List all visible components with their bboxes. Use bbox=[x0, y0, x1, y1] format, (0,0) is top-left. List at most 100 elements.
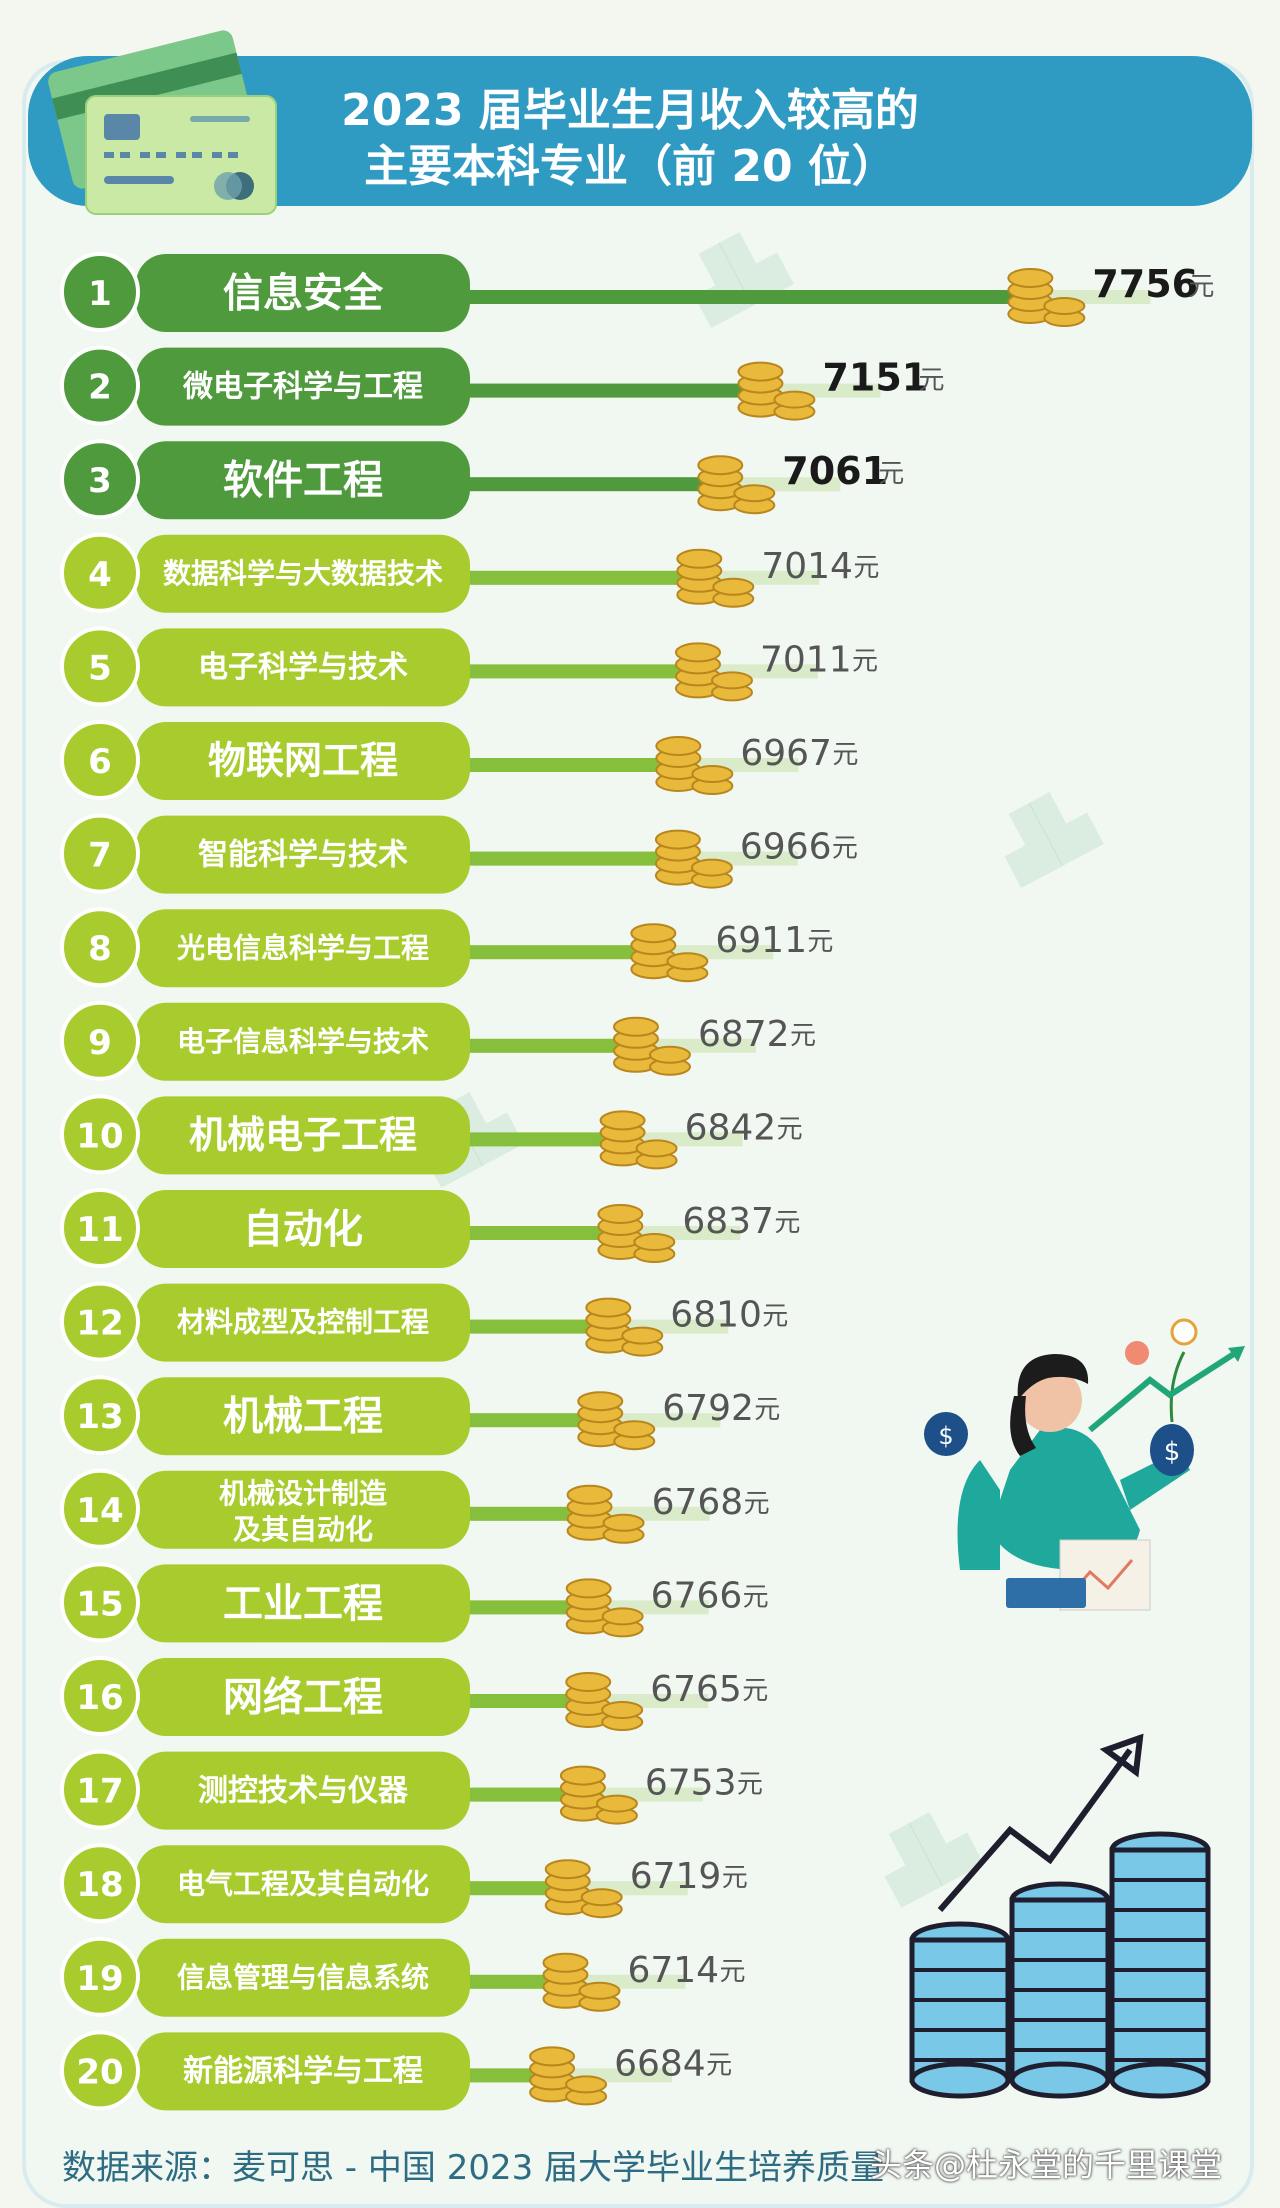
category-pill bbox=[136, 1096, 470, 1175]
rank-badge bbox=[60, 813, 140, 894]
value-unit: 元 bbox=[744, 1489, 770, 1519]
value-label: 7756 bbox=[1092, 262, 1198, 306]
category-pill bbox=[136, 441, 470, 520]
value-label: 6911 bbox=[715, 920, 807, 961]
bar-row: 19 信息管理与信息系统 6714 元 bbox=[60, 1936, 745, 2017]
data-source-note: 数据来源：麦可思 - 中国 2023 届大学毕业生培养质量 bbox=[62, 2148, 885, 2188]
bar bbox=[460, 570, 700, 585]
category-label: 软件工程 bbox=[223, 458, 383, 504]
rank-number: 4 bbox=[88, 555, 112, 595]
value-unit: 元 bbox=[807, 927, 833, 957]
category-label: 机械工程 bbox=[223, 1394, 383, 1440]
coin-stack-icon bbox=[676, 548, 755, 608]
category-pill bbox=[136, 1283, 470, 1362]
coin-stacks-growth-icon bbox=[909, 1733, 1211, 2099]
value-unit: 元 bbox=[719, 1957, 745, 1987]
bar bbox=[460, 290, 1031, 304]
rank-badge bbox=[60, 1936, 140, 2017]
category-label: 机械电子工程 bbox=[189, 1113, 417, 1157]
rank-badge bbox=[60, 720, 140, 800]
category-label: 微电子科学与工程 bbox=[182, 369, 423, 404]
coin-stack-icon bbox=[1007, 268, 1086, 327]
coin-stack-icon bbox=[577, 1391, 656, 1451]
bar-row: 11 自动化 6837 元 bbox=[60, 1188, 800, 1268]
category-label: 机械设计制造 bbox=[219, 1477, 387, 1510]
category-label: 工业工程 bbox=[223, 1581, 383, 1627]
bar-row: 13 机械工程 6792 元 bbox=[60, 1375, 780, 1456]
bar-row: 7 智能科学与技术 6966 元 bbox=[60, 813, 858, 894]
category-label: 智能科学与技术 bbox=[198, 837, 408, 872]
category-pill bbox=[136, 534, 470, 613]
bar bbox=[460, 1600, 589, 1615]
bar bbox=[460, 1881, 568, 1896]
value-label: 6714 bbox=[627, 1950, 719, 1991]
category-pill bbox=[136, 628, 470, 707]
bar bbox=[460, 1974, 566, 1989]
bar bbox=[460, 945, 654, 960]
bar bbox=[460, 664, 698, 679]
value-label: 6842 bbox=[685, 1107, 777, 1148]
value-label: 6753 bbox=[645, 1763, 737, 1804]
value-label: 7014 bbox=[761, 546, 853, 587]
value-label: 6966 bbox=[740, 827, 832, 868]
rank-badge bbox=[60, 1094, 140, 1175]
value-unit: 元 bbox=[743, 1582, 769, 1612]
rank-badge bbox=[60, 1468, 140, 1549]
value-label: 6719 bbox=[630, 1856, 722, 1897]
platform-watermark: 头条@杜永堂的千里课堂 bbox=[870, 2146, 1223, 2184]
rank-number: 3 bbox=[88, 461, 112, 501]
value-label: 7011 bbox=[760, 639, 852, 680]
category-pill bbox=[136, 2032, 470, 2111]
category-label: 电气工程及其自动化 bbox=[177, 1867, 429, 1900]
credit-card-icon bbox=[48, 30, 277, 215]
bar-row: 8 光电信息科学与工程 6911 元 bbox=[60, 907, 833, 988]
rank-badge bbox=[60, 532, 140, 613]
category-label: 自动化 bbox=[243, 1206, 363, 1252]
bar bbox=[460, 1319, 609, 1334]
coin-stack-icon bbox=[566, 1484, 645, 1544]
rank-badge bbox=[60, 252, 140, 332]
rank-badge bbox=[60, 1656, 140, 1736]
category-label: 电子科学与技术 bbox=[198, 650, 408, 685]
rank-number: 9 bbox=[88, 1023, 112, 1063]
category-pill bbox=[136, 1564, 470, 1643]
value-unit: 元 bbox=[832, 834, 858, 864]
rank-number: 12 bbox=[76, 1304, 123, 1344]
category-pill bbox=[136, 1845, 470, 1924]
value-unit: 元 bbox=[722, 1863, 748, 1893]
rank-number: 11 bbox=[76, 1210, 123, 1250]
rank-number: 2 bbox=[88, 368, 112, 408]
coin-stack-icon bbox=[597, 1204, 676, 1263]
category-pill bbox=[136, 1658, 470, 1736]
bar bbox=[460, 1132, 623, 1147]
value-label: 6810 bbox=[670, 1295, 762, 1336]
value-label: 6684 bbox=[614, 2043, 706, 2084]
rank-badge bbox=[60, 1843, 140, 1924]
rank-badge bbox=[60, 2030, 140, 2111]
rank-number: 6 bbox=[88, 742, 112, 782]
rank-number: 5 bbox=[88, 648, 112, 688]
bar bbox=[460, 758, 679, 772]
bar bbox=[460, 477, 721, 492]
rank-badge bbox=[60, 439, 140, 520]
category-label: 材料成型及控制工程 bbox=[177, 1306, 429, 1339]
bar bbox=[460, 1694, 589, 1708]
rank-number: 18 bbox=[76, 1865, 123, 1905]
bar bbox=[460, 1226, 621, 1240]
rank-number: 17 bbox=[76, 1772, 123, 1812]
title-line-2: 主要本科专业（前 20 位） bbox=[364, 141, 896, 192]
coin-stack-icon bbox=[599, 1110, 678, 1170]
coin-stack-icon bbox=[529, 2046, 608, 2106]
category-label: 信息管理与信息系统 bbox=[177, 1961, 429, 1994]
category-pill bbox=[136, 347, 470, 426]
rank-badge bbox=[60, 626, 140, 707]
category-label: 网络工程 bbox=[223, 1674, 383, 1720]
rank-badge bbox=[60, 1375, 140, 1456]
category-label: 测控技术与仪器 bbox=[198, 1773, 409, 1808]
category-pill bbox=[136, 1938, 470, 2017]
coin-stack-icon bbox=[654, 829, 733, 889]
rank-number: 7 bbox=[88, 836, 112, 876]
